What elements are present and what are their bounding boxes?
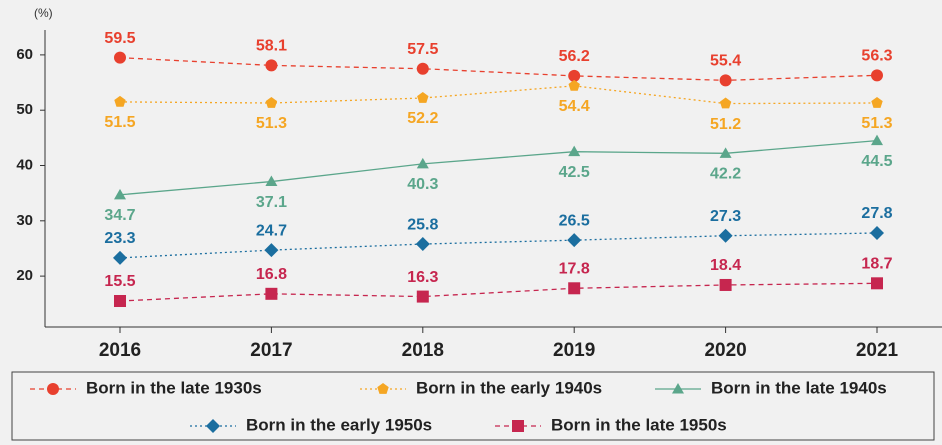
value-label: 44.5 — [861, 153, 892, 170]
value-label: 42.2 — [710, 166, 741, 183]
point — [719, 74, 732, 87]
legend-label: Born in the late 1950s — [551, 415, 727, 434]
point — [567, 233, 582, 248]
legend-marker — [377, 383, 389, 394]
series-line — [119, 57, 878, 81]
value-label: 57.5 — [407, 41, 438, 58]
point — [871, 277, 883, 290]
series-line — [119, 139, 878, 196]
point — [416, 290, 429, 303]
point — [265, 287, 278, 300]
y-tick-label: 40 — [16, 156, 33, 173]
point — [114, 188, 126, 200]
x-tick-label: 2021 — [856, 340, 899, 361]
point — [264, 243, 279, 258]
value-label: 16.3 — [407, 269, 438, 286]
value-label: 56.3 — [861, 48, 892, 65]
y-tick-label: 60 — [16, 46, 33, 63]
point — [568, 282, 581, 295]
value-label: 16.8 — [256, 266, 287, 283]
value-label: 52.2 — [407, 110, 438, 127]
x-tick-label: 2020 — [704, 340, 746, 361]
value-label: 27.8 — [861, 205, 892, 222]
point — [114, 295, 126, 308]
value-label: 54.4 — [559, 98, 590, 115]
point — [870, 225, 884, 240]
x-tick-label: 2017 — [250, 340, 292, 361]
value-label: 56.2 — [559, 48, 590, 65]
point — [718, 228, 733, 243]
value-label: 26.5 — [559, 212, 590, 229]
legend-marker — [512, 420, 524, 432]
legend-label: Born in the late 1940s — [711, 378, 887, 397]
value-label: 51.3 — [256, 115, 287, 132]
value-label: 17.8 — [559, 261, 590, 278]
point — [719, 278, 732, 291]
value-label: 59.5 — [104, 30, 135, 47]
value-label: 51.5 — [104, 114, 135, 131]
series-line — [119, 282, 878, 302]
value-label: 18.4 — [710, 257, 741, 274]
legend-marker — [672, 383, 684, 394]
value-label: 27.3 — [710, 208, 741, 225]
point — [114, 51, 126, 64]
y-tick-label: 30 — [16, 212, 33, 229]
value-label: 25.8 — [407, 216, 438, 233]
point — [871, 134, 883, 146]
value-label: 18.7 — [861, 256, 892, 273]
point — [568, 79, 580, 91]
value-label: 34.7 — [104, 207, 135, 224]
value-label: 55.4 — [710, 53, 741, 70]
y-tick-label: 50 — [16, 101, 33, 118]
point — [265, 59, 278, 72]
value-label: 51.2 — [710, 116, 741, 133]
legend-label: Born in the early 1950s — [246, 415, 432, 434]
point — [265, 175, 278, 187]
point — [568, 69, 581, 82]
point — [871, 97, 883, 108]
point — [568, 145, 581, 157]
y-tick-label: 20 — [16, 267, 33, 284]
x-tick-label: 2018 — [402, 340, 444, 361]
legend-marker — [206, 419, 220, 433]
point — [871, 69, 883, 82]
legend-label: Born in the early 1940s — [416, 378, 602, 397]
legend-marker — [47, 383, 59, 395]
point — [113, 250, 127, 265]
point — [114, 95, 126, 107]
value-label: 15.5 — [104, 273, 135, 290]
value-label: 42.5 — [559, 164, 590, 181]
y-unit-label: (%) — [34, 6, 53, 20]
x-tick-label: 2019 — [553, 340, 595, 361]
point — [719, 147, 732, 158]
x-tick-label: 2016 — [99, 340, 141, 361]
legend-box — [11, 371, 935, 441]
value-label: 24.7 — [256, 222, 287, 239]
value-label: 51.3 — [861, 115, 892, 132]
point — [417, 92, 429, 103]
point — [265, 97, 278, 108]
value-label: 40.3 — [407, 176, 438, 193]
series-line — [119, 232, 878, 259]
value-label: 58.1 — [256, 38, 287, 55]
point — [416, 62, 429, 75]
legend-label: Born in the late 1930s — [86, 378, 262, 397]
point — [415, 237, 430, 252]
value-label: 37.1 — [256, 194, 287, 211]
point — [719, 97, 732, 109]
point — [416, 157, 429, 169]
value-label: 23.3 — [104, 230, 135, 247]
series-line — [119, 85, 878, 105]
